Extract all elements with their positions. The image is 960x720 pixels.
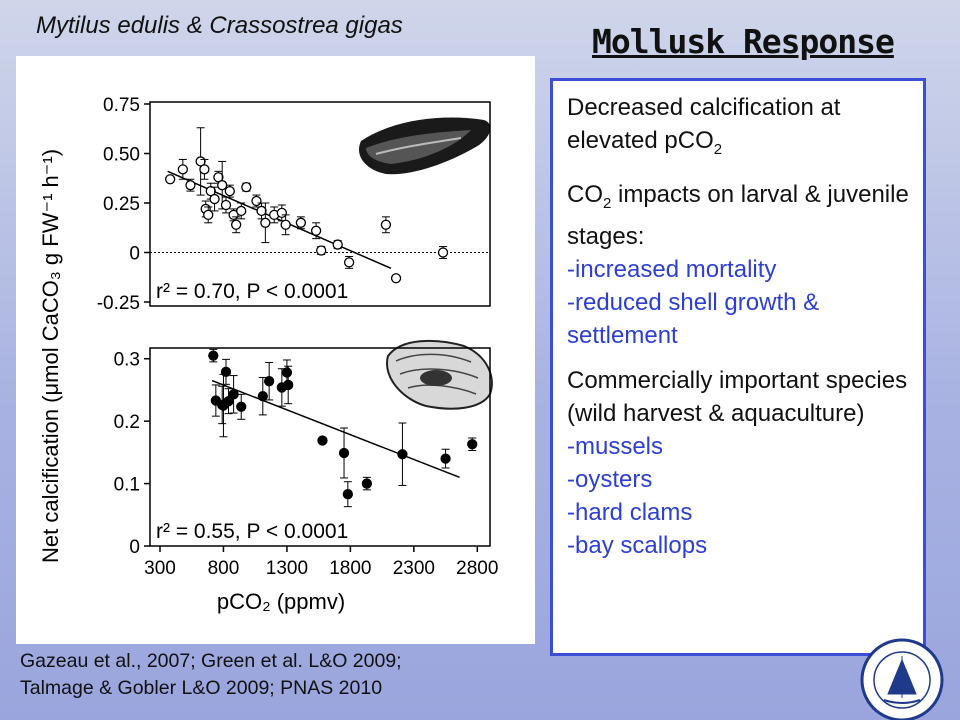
x-tick-label: 1300 — [266, 558, 308, 579]
data-point — [228, 389, 239, 400]
y-tick-label: 0 — [129, 244, 140, 265]
info-p2-sub: 2 — [603, 194, 612, 212]
data-point — [251, 195, 262, 207]
y-axis-label: Net calcification (μmol CaCO₃ g FW⁻¹ h⁻¹… — [38, 149, 63, 563]
plot-frame — [149, 101, 491, 307]
data-point — [283, 379, 294, 391]
data-point — [177, 164, 188, 175]
stats-annotation: r² = 0.70, P < 0.0001 — [156, 280, 348, 303]
data-point — [264, 376, 275, 387]
data-point — [223, 396, 234, 407]
plot-frame — [149, 347, 491, 547]
data-point — [316, 245, 327, 256]
y-tick-label: 0.75 — [103, 95, 140, 116]
data-point — [361, 478, 373, 489]
list-item: -mussels — [567, 432, 664, 460]
list-item: -reduced shell growth & settlement — [567, 288, 820, 349]
x-tick-label: 2300 — [393, 558, 435, 579]
info-box: Decreased calcification at elevated pCO2… — [550, 78, 926, 656]
data-point — [220, 366, 232, 377]
list-item: -hard clams — [567, 498, 693, 526]
data-point — [343, 257, 355, 268]
x-tick-label: 800 — [208, 558, 240, 579]
info-paragraph-3: Commercially important species (wild har… — [567, 366, 908, 427]
data-point — [208, 350, 219, 361]
regression-line — [167, 170, 392, 270]
data-point — [380, 219, 392, 230]
data-point — [276, 207, 287, 219]
data-point — [257, 391, 268, 402]
data-point — [332, 239, 343, 250]
data-point — [338, 447, 350, 459]
y-tick-label: 0.25 — [103, 194, 140, 215]
y-tick-label: 0.3 — [114, 350, 140, 371]
citation-line-2: Talmage & Gobler L&O 2009; PNAS 2010 — [20, 677, 383, 699]
data-point — [317, 435, 328, 446]
data-point — [260, 217, 271, 228]
data-point — [397, 449, 408, 460]
data-point — [390, 273, 402, 284]
info-paragraph-1: Decreased calcification at elevated pCO2 — [567, 91, 913, 166]
data-point — [231, 219, 242, 230]
data-point — [342, 489, 353, 500]
data-point — [437, 247, 449, 258]
data-point — [310, 225, 322, 236]
data-point — [220, 199, 232, 211]
info-list-species: -mussels -oysters -hard clams -bay scall… — [567, 430, 913, 562]
y-tick-label: 0 — [129, 537, 140, 558]
citation: Gazeau et al., 2007; Green et al. L&O 20… — [20, 648, 402, 702]
data-point — [256, 205, 267, 217]
data-point — [236, 401, 247, 412]
y-tick-label: -0.25 — [97, 293, 140, 314]
calcification-chart: Net calcification (μmol CaCO₃ g FW⁻¹ h⁻¹… — [38, 95, 498, 614]
data-point — [281, 367, 293, 378]
x-tick-label: 2800 — [456, 558, 498, 579]
x-tick-label: 1800 — [329, 558, 371, 579]
data-point — [185, 180, 196, 191]
data-point — [236, 205, 247, 217]
data-point — [217, 180, 228, 191]
regression-line — [211, 379, 460, 479]
species-title: Mytilus edulis & Crassostrea gigas — [36, 12, 403, 39]
data-point — [280, 219, 291, 230]
y-tick-label: 0.50 — [103, 145, 140, 166]
oyster-icon — [386, 339, 493, 410]
citation-line-1: Gazeau et al., 2007; Green et al. L&O 20… — [20, 650, 402, 672]
x-axis-label: pCO₂ (ppmv) — [217, 589, 345, 614]
y-tick-label: 0.1 — [114, 475, 140, 496]
data-point — [209, 193, 220, 205]
woods-hole-logo-icon — [860, 638, 944, 720]
list-item: -bay scallops — [567, 531, 708, 559]
info-p1-text: Decreased calcification at elevated pCO — [567, 94, 841, 154]
info-p2-text-a: CO — [567, 180, 603, 208]
figure-panel: Net calcification (μmol CaCO₃ g FW⁻¹ h⁻¹… — [16, 56, 535, 644]
mussel-icon — [358, 117, 491, 175]
data-point — [467, 439, 478, 450]
x-tick-label: 300 — [144, 558, 176, 579]
list-item: -oysters — [567, 465, 653, 493]
data-point — [199, 164, 210, 175]
list-item: -increased mortality — [567, 255, 777, 283]
info-p1-sub: 2 — [713, 140, 723, 158]
data-point — [224, 185, 235, 197]
data-point — [440, 453, 451, 464]
info-paragraph-2: CO2 impacts on larval & juvenile stages: — [567, 178, 913, 253]
data-point — [295, 217, 307, 228]
slide-title: Mollusk Response — [592, 22, 895, 61]
stats-annotation: r² = 0.55, P < 0.0001 — [156, 520, 348, 543]
data-point — [241, 182, 252, 193]
data-point — [203, 209, 214, 221]
y-tick-label: 0.2 — [114, 412, 140, 433]
data-point — [165, 174, 176, 185]
info-list-impacts: -increased mortality -reduced shell grow… — [567, 253, 913, 352]
info-p2-text-b: impacts on larval & juvenile stages: — [567, 180, 909, 250]
